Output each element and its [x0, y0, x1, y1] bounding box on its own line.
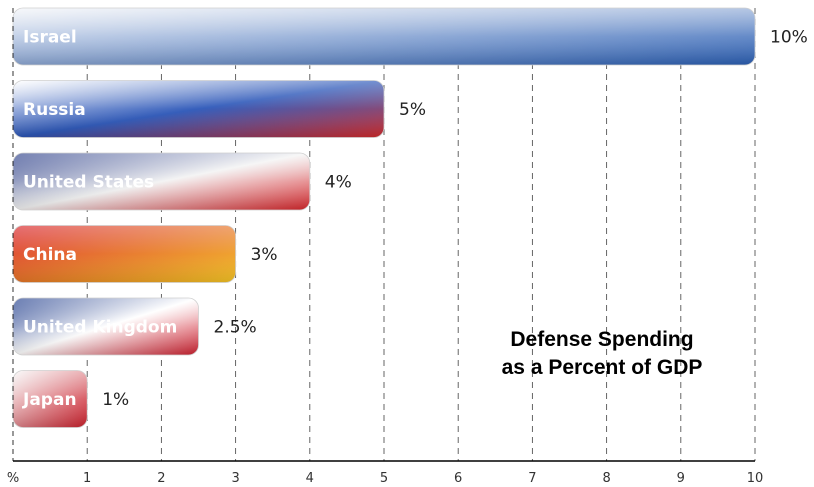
chart-title: Defense Spending as a Percent of GDP	[502, 328, 703, 379]
value-label-united-states: 4%	[325, 173, 352, 193]
bar-label-china: China	[23, 245, 77, 265]
bar-gloss-israel	[12, 7, 756, 66]
value-label-united-kingdom: 2.5%	[214, 318, 257, 338]
bar-label-russia: Russia	[23, 100, 86, 120]
value-label-israel: 10%	[770, 28, 808, 48]
x-axis-unit-label: %	[7, 471, 19, 486]
x-tick-label-3: 3	[231, 471, 239, 486]
bar-label-israel: Israel	[23, 28, 77, 48]
x-tick-label-10: 10	[747, 471, 764, 486]
x-tick-label-7: 7	[528, 471, 536, 486]
value-label-china: 3%	[251, 245, 278, 265]
bars: Israel 10% Russia 5% United States 4% China 3% U…	[12, 7, 808, 428]
x-tick-label-5: 5	[380, 471, 388, 486]
bar-label-united-states: United States	[23, 173, 154, 193]
value-label-japan: 1%	[102, 390, 129, 410]
x-tick-label-9: 9	[677, 471, 685, 486]
chart-title-line-1: Defense Spending	[510, 328, 693, 351]
bar-label-japan: Japan	[22, 390, 77, 410]
x-tick-label-4: 4	[306, 471, 314, 486]
x-tick-label-2: 2	[157, 471, 165, 486]
x-axis: % 1 2 3 4 5 6 7 8 9 10	[7, 8, 763, 486]
bar-label-united-kingdom: United Kingdom	[23, 318, 177, 338]
x-tick-label-1: 1	[83, 471, 91, 486]
x-tick-label-6: 6	[454, 471, 462, 486]
chart-title-line-2: as a Percent of GDP	[502, 356, 703, 379]
value-label-russia: 5%	[399, 100, 426, 120]
x-tick-label-8: 8	[602, 471, 610, 486]
